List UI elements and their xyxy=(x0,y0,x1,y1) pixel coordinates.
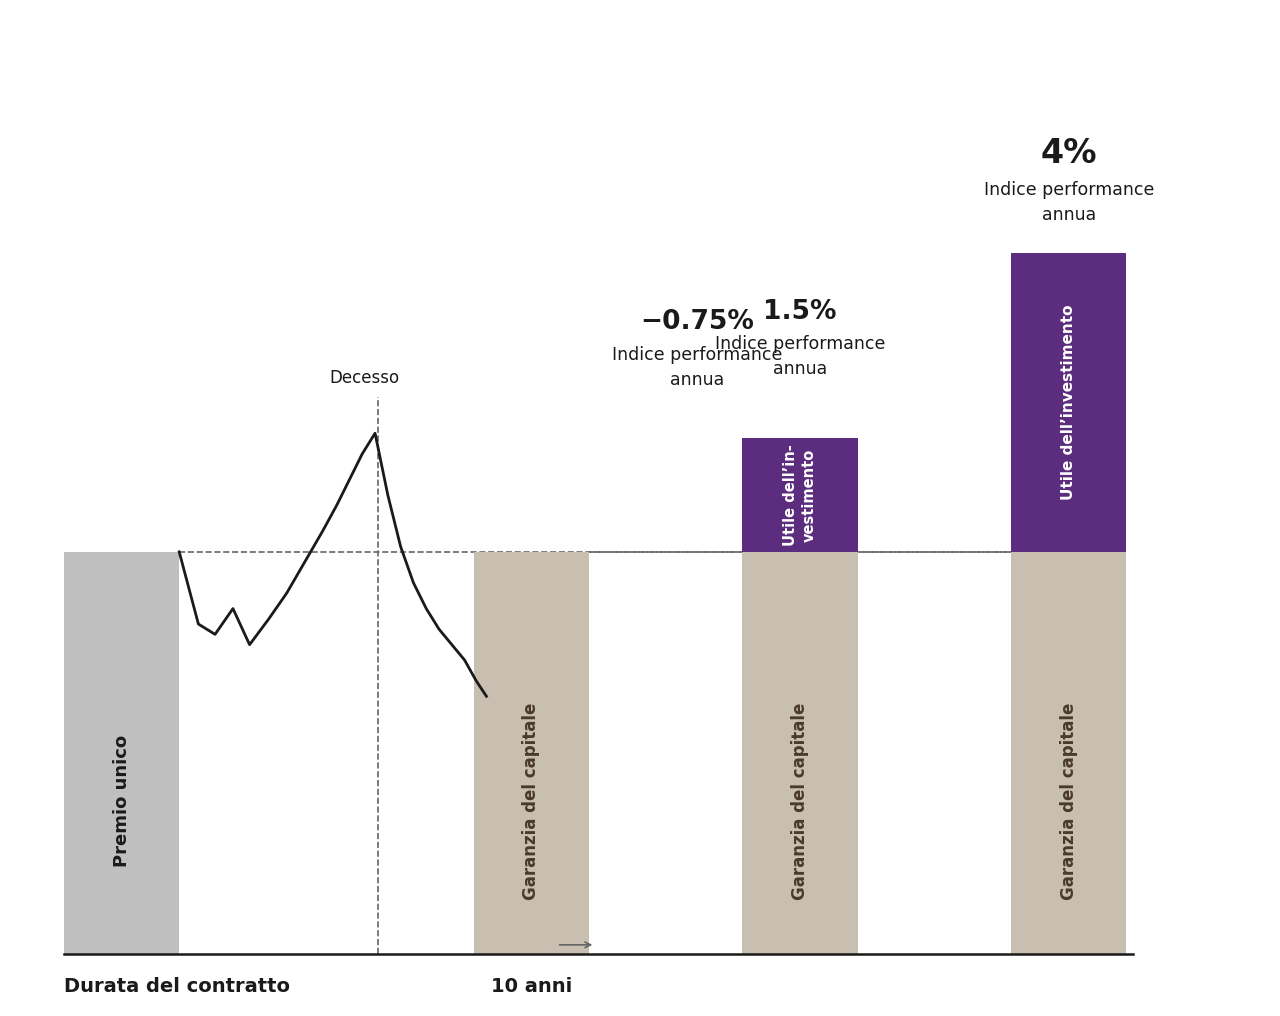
Bar xyxy=(742,552,858,954)
Text: 4%: 4% xyxy=(1041,137,1097,171)
Text: Durata del contratto: Durata del contratto xyxy=(64,977,291,997)
Text: Decesso: Decesso xyxy=(330,369,399,387)
Text: Indice performance
annua: Indice performance annua xyxy=(983,181,1155,224)
Text: Garanzia del capitale: Garanzia del capitale xyxy=(791,702,809,900)
Text: Utile dell’investimento: Utile dell’investimento xyxy=(1061,305,1076,500)
Text: −0.75%: −0.75% xyxy=(641,309,754,335)
Bar xyxy=(742,438,858,552)
Text: Garanzia del capitale: Garanzia del capitale xyxy=(1060,702,1078,900)
Text: 10 anni: 10 anni xyxy=(490,977,572,997)
Text: Utile dell’in-
vestimento: Utile dell’in- vestimento xyxy=(783,444,817,546)
Text: Indice performance
annua: Indice performance annua xyxy=(714,335,886,378)
Bar xyxy=(474,552,589,954)
Text: Indice performance
annua: Indice performance annua xyxy=(612,345,783,388)
Bar xyxy=(1011,253,1126,552)
Text: 1.5%: 1.5% xyxy=(763,299,837,325)
Text: Garanzia del capitale: Garanzia del capitale xyxy=(522,702,540,900)
Bar xyxy=(64,552,179,954)
Bar xyxy=(1011,552,1126,954)
Text: Premio unico: Premio unico xyxy=(113,736,131,868)
